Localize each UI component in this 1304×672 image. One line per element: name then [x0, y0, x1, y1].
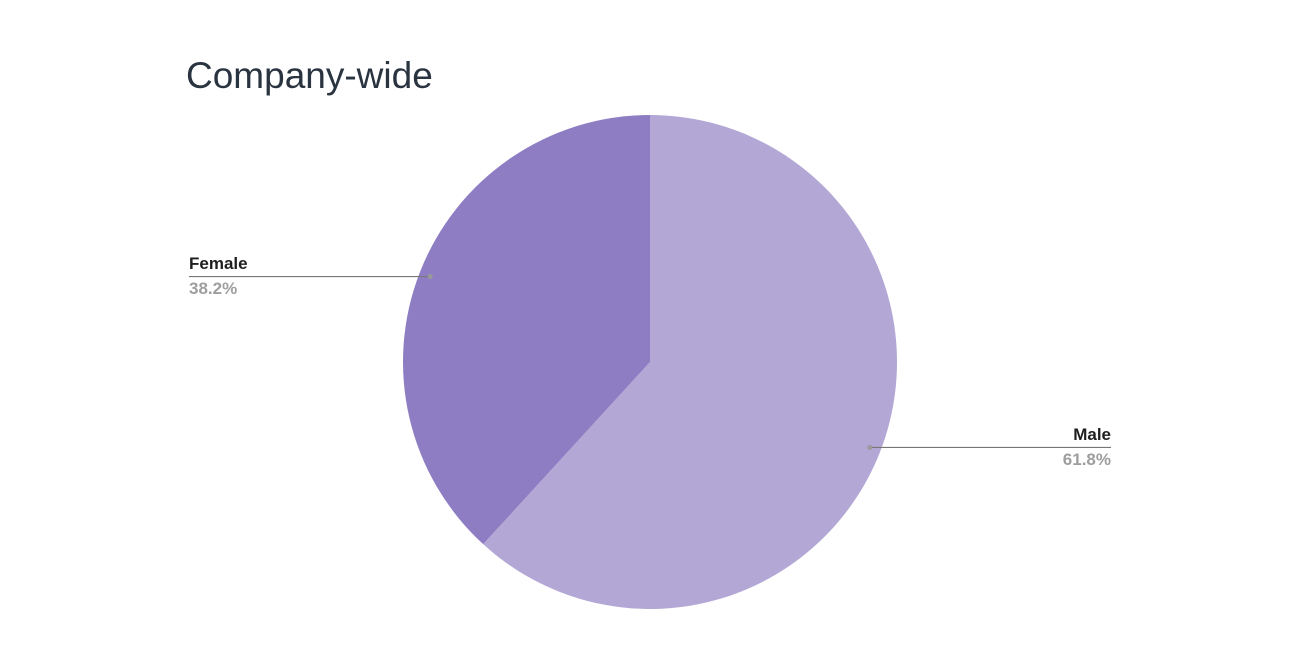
slice-value-label: 61.8%	[1063, 450, 1111, 469]
chart-title: Company-wide	[186, 55, 433, 96]
leader-dot	[867, 444, 873, 450]
slice-value-label: 38.2%	[189, 279, 237, 298]
slice-label: Male	[1073, 425, 1111, 444]
pie-slice	[402, 115, 650, 545]
pie-slice	[483, 115, 897, 609]
slice-label: Female	[189, 254, 248, 273]
leader-dot	[427, 274, 433, 280]
